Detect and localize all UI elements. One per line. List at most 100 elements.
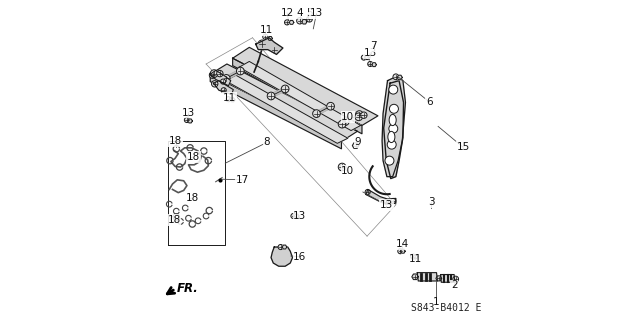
Text: 16: 16 [293, 252, 306, 262]
Text: 7: 7 [370, 41, 377, 52]
Circle shape [210, 70, 218, 77]
Text: 8: 8 [263, 137, 270, 148]
Circle shape [313, 110, 320, 117]
Circle shape [398, 249, 403, 254]
Polygon shape [412, 274, 418, 280]
Polygon shape [384, 81, 404, 179]
Polygon shape [397, 75, 402, 80]
Polygon shape [436, 276, 442, 281]
Polygon shape [366, 189, 396, 204]
Text: 11: 11 [223, 92, 236, 103]
Circle shape [389, 104, 398, 113]
Circle shape [278, 244, 283, 250]
Circle shape [356, 111, 363, 118]
Text: 15: 15 [456, 142, 470, 152]
Text: 5: 5 [306, 8, 313, 18]
Circle shape [365, 189, 370, 195]
Text: 10: 10 [341, 112, 354, 122]
Polygon shape [294, 214, 299, 218]
Text: FR.: FR. [177, 282, 198, 294]
Polygon shape [365, 56, 369, 60]
Ellipse shape [388, 131, 395, 143]
Circle shape [385, 156, 394, 165]
Circle shape [222, 75, 230, 82]
Text: 18: 18 [185, 193, 199, 203]
Circle shape [387, 140, 396, 149]
Circle shape [384, 199, 389, 204]
Text: 10: 10 [341, 166, 354, 176]
Text: 13: 13 [363, 48, 377, 58]
Circle shape [306, 16, 312, 22]
Circle shape [355, 113, 363, 121]
Circle shape [341, 118, 349, 125]
Polygon shape [417, 273, 437, 281]
Circle shape [297, 18, 303, 24]
Polygon shape [268, 36, 272, 40]
Circle shape [210, 72, 216, 78]
Polygon shape [210, 74, 341, 149]
Circle shape [211, 81, 218, 87]
Polygon shape [372, 63, 377, 67]
Ellipse shape [389, 115, 396, 126]
Text: 18: 18 [168, 215, 181, 225]
Text: 13: 13 [182, 108, 195, 118]
Text: 13: 13 [380, 200, 393, 210]
Polygon shape [302, 20, 307, 24]
Polygon shape [210, 64, 358, 141]
Circle shape [391, 198, 396, 204]
Polygon shape [233, 58, 362, 134]
Polygon shape [213, 81, 234, 94]
Text: 6: 6 [426, 97, 432, 107]
Polygon shape [413, 255, 418, 259]
Text: 17: 17 [235, 175, 249, 185]
Circle shape [353, 143, 358, 148]
Circle shape [216, 70, 223, 77]
Circle shape [237, 67, 244, 75]
Polygon shape [230, 98, 235, 102]
Polygon shape [225, 75, 348, 143]
Polygon shape [188, 119, 192, 123]
Polygon shape [210, 70, 231, 86]
Circle shape [389, 85, 398, 94]
Polygon shape [256, 38, 283, 54]
Text: 13: 13 [293, 211, 306, 221]
Circle shape [258, 40, 266, 48]
Polygon shape [401, 249, 405, 253]
Text: S843-B4012 E: S843-B4012 E [411, 303, 481, 313]
Circle shape [220, 79, 225, 84]
Text: 14: 14 [396, 239, 410, 249]
Circle shape [361, 112, 367, 118]
Circle shape [437, 276, 441, 281]
Circle shape [338, 163, 346, 171]
Text: 4: 4 [296, 8, 303, 18]
Text: 12: 12 [280, 8, 294, 18]
Text: 3: 3 [428, 197, 434, 207]
Circle shape [361, 55, 367, 60]
Circle shape [453, 276, 458, 282]
Polygon shape [239, 61, 361, 131]
Text: 11: 11 [408, 253, 422, 264]
Text: 18: 18 [169, 136, 182, 147]
Circle shape [411, 254, 416, 259]
Text: 13: 13 [310, 8, 323, 19]
Circle shape [389, 124, 398, 133]
Text: 18: 18 [187, 152, 200, 162]
Circle shape [338, 120, 346, 128]
Circle shape [281, 85, 289, 93]
Circle shape [327, 102, 334, 110]
Circle shape [263, 34, 268, 39]
Polygon shape [271, 247, 292, 266]
Circle shape [221, 88, 226, 93]
Polygon shape [441, 275, 454, 282]
Polygon shape [382, 76, 406, 177]
Polygon shape [289, 20, 294, 24]
Polygon shape [282, 245, 287, 249]
Circle shape [393, 74, 399, 80]
Text: 1: 1 [433, 297, 440, 308]
Text: 9: 9 [354, 137, 361, 148]
Circle shape [368, 61, 373, 67]
Polygon shape [233, 47, 378, 125]
Circle shape [284, 20, 290, 25]
Polygon shape [353, 143, 359, 148]
Circle shape [413, 274, 418, 279]
